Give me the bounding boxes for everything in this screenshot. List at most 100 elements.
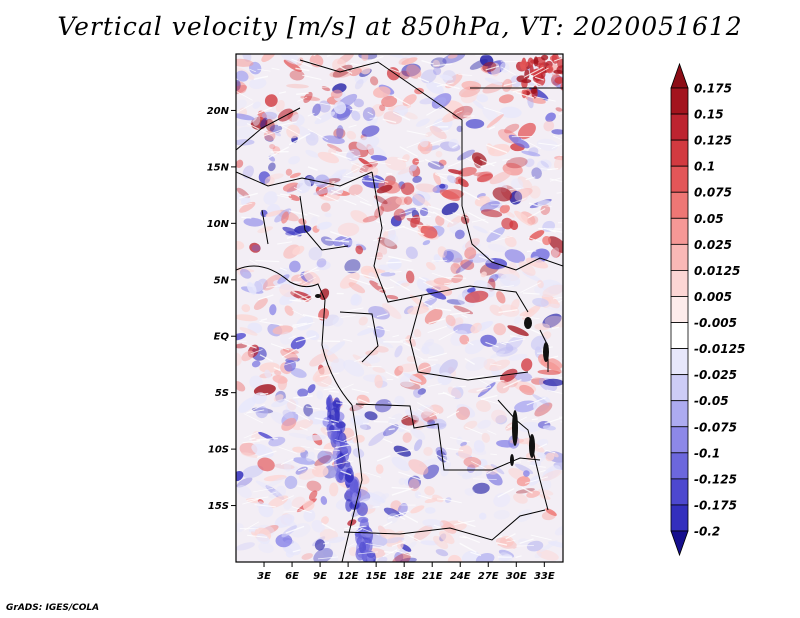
field-patch [362,215,378,223]
field-contour [471,460,487,470]
colorbar-segment [670,217,689,245]
field-patch [446,299,465,305]
field-patch [358,157,374,168]
field-patch [476,400,491,412]
field-contour [406,130,428,136]
field-patch [414,491,422,499]
field-patch [272,375,288,384]
field-contour [422,297,435,303]
lon-tick-label: 3E [257,571,271,582]
field-contour [529,465,546,468]
field-contour [397,157,408,162]
colorbar-segment [670,87,689,115]
field-patch [443,249,463,263]
field-patch [445,314,456,327]
field-patch [439,520,457,534]
field-patch [534,323,550,331]
field-patch [368,306,390,320]
field-contour [389,271,402,273]
colorbar-level-label: -0.1 [694,446,720,460]
field-patch [473,156,483,169]
field-contour [486,144,508,154]
field-patch [513,493,528,504]
field-contour [297,96,308,102]
field-contour [464,358,475,365]
field-contour [509,187,522,190]
field-patch [236,470,244,482]
field-contour [452,144,458,149]
field-contour [254,504,276,508]
field-contour [299,269,320,275]
field-contour [278,91,287,94]
field-patch [327,143,343,152]
field-contour [471,218,486,223]
field-contour [349,108,360,111]
field-patch [543,120,555,132]
lon-tick-label: 9E [313,571,327,582]
field-contour [323,387,336,391]
field-contour [317,556,339,560]
field-patch [531,377,546,385]
field-patch [560,83,563,91]
field-contour [557,222,563,224]
colorbar-level-label: 0.125 [694,134,732,148]
field-contour [259,354,274,362]
field-contour [523,66,544,78]
field-patch [402,432,412,443]
field-contour [357,398,371,405]
field-patch [383,424,399,437]
field-contour [297,485,306,488]
field-patch [249,375,263,389]
field-contour [366,56,384,63]
field-patch [542,425,556,431]
field-patch [289,172,301,179]
field-patch [272,325,293,335]
field-contour [387,510,410,519]
lon-tick-label: 12E [338,571,359,582]
field-patch [251,360,261,368]
field-contour [450,311,470,316]
field-contour [477,378,492,387]
field-contour [529,202,541,208]
field-patch [461,473,472,480]
field-patch [386,530,405,547]
field-patch [365,561,369,562]
field-patch [460,89,478,104]
field-contour [323,194,339,202]
field-patch [513,316,521,325]
field-contour [466,157,484,168]
field-patch [288,432,310,439]
field-patch [424,486,435,496]
field-contour [417,363,436,372]
field-patch [368,431,387,447]
field-contour [558,112,563,115]
field-patch [385,156,407,171]
field-patch [532,297,549,307]
field-contour [292,309,306,317]
field-contour [411,205,434,214]
field-patch [456,404,476,418]
field-patch [279,331,293,345]
colorbar-segment [670,113,689,141]
field-patch [375,464,384,474]
field-patch [236,241,245,250]
colorbar-level-label: -0.05 [694,394,729,408]
field-patch [457,178,469,188]
field-contour [556,191,563,194]
field-contour [338,236,351,242]
field-contour [314,101,333,106]
field-patch [320,348,339,363]
field-contour [441,130,449,132]
field-patch [486,470,503,486]
lat-tick-label: 20N [207,106,230,117]
field-contour [408,380,421,386]
field-patch [433,172,442,186]
field-patch [510,298,520,312]
field-patch [253,297,268,310]
field-contour [286,232,305,239]
field-patch [239,327,258,336]
field-patch [544,315,563,328]
field-patch [238,397,257,413]
field-contour [295,67,310,72]
field-patch [555,107,563,112]
